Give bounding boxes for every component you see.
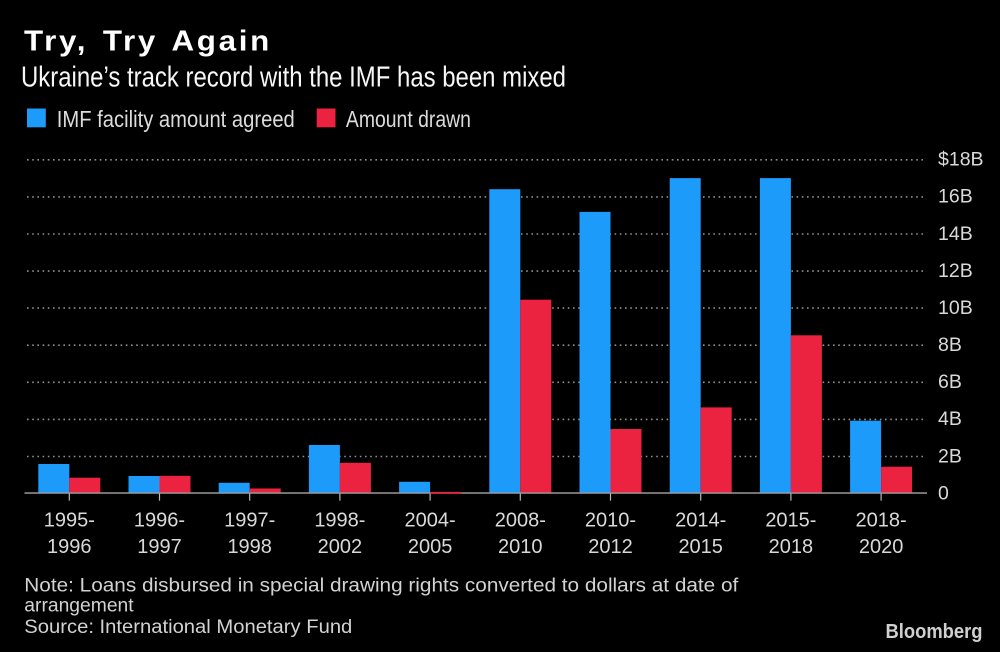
- svg-text:Bloomberg: Bloomberg: [886, 620, 983, 643]
- svg-text:4B: 4B: [938, 408, 962, 430]
- svg-text:$18B: $18B: [938, 149, 984, 171]
- svg-text:8B: 8B: [938, 334, 962, 356]
- svg-text:10B: 10B: [938, 297, 973, 319]
- svg-text:1995-: 1995-: [44, 510, 95, 532]
- svg-text:2012: 2012: [588, 536, 633, 558]
- svg-text:2005: 2005: [408, 536, 453, 558]
- svg-text:14B: 14B: [938, 223, 973, 245]
- svg-text:2015: 2015: [678, 536, 723, 558]
- svg-text:Try, Try Again: Try, Try Again: [24, 25, 272, 57]
- svg-text:2010-: 2010-: [585, 510, 636, 532]
- svg-text:16B: 16B: [938, 186, 973, 208]
- svg-text:1998-: 1998-: [314, 510, 365, 532]
- svg-text:1998: 1998: [227, 536, 272, 558]
- svg-text:1996: 1996: [47, 536, 92, 558]
- svg-text:2004-: 2004-: [405, 510, 456, 532]
- svg-text:2010: 2010: [498, 536, 543, 558]
- svg-text:2015-: 2015-: [765, 510, 816, 532]
- svg-text:2002: 2002: [318, 536, 363, 558]
- svg-text:0: 0: [938, 482, 949, 504]
- svg-text:1997: 1997: [137, 536, 182, 558]
- svg-text:IMF facility amount agreed: IMF facility amount agreed: [57, 106, 295, 132]
- svg-text:arrangement: arrangement: [24, 596, 134, 617]
- svg-text:Note: Loans disbursed in speci: Note: Loans disbursed in special drawing…: [24, 576, 739, 597]
- svg-text:2018-: 2018-: [856, 510, 907, 532]
- svg-text:12B: 12B: [938, 260, 973, 282]
- svg-text:6B: 6B: [938, 371, 962, 393]
- svg-text:1996-: 1996-: [134, 510, 185, 532]
- svg-text:1997-: 1997-: [224, 510, 275, 532]
- svg-text:2B: 2B: [938, 445, 962, 467]
- svg-text:Source: International Monetary: Source: International Monetary Fund: [24, 617, 352, 638]
- svg-text:2018: 2018: [769, 536, 814, 558]
- svg-text:Amount drawn: Amount drawn: [346, 106, 471, 132]
- svg-text:2020: 2020: [859, 536, 904, 558]
- svg-text:Ukraine’s track record with th: Ukraine’s track record with the IMF has …: [21, 62, 566, 94]
- svg-text:2008-: 2008-: [495, 510, 546, 532]
- svg-text:2014-: 2014-: [675, 510, 726, 532]
